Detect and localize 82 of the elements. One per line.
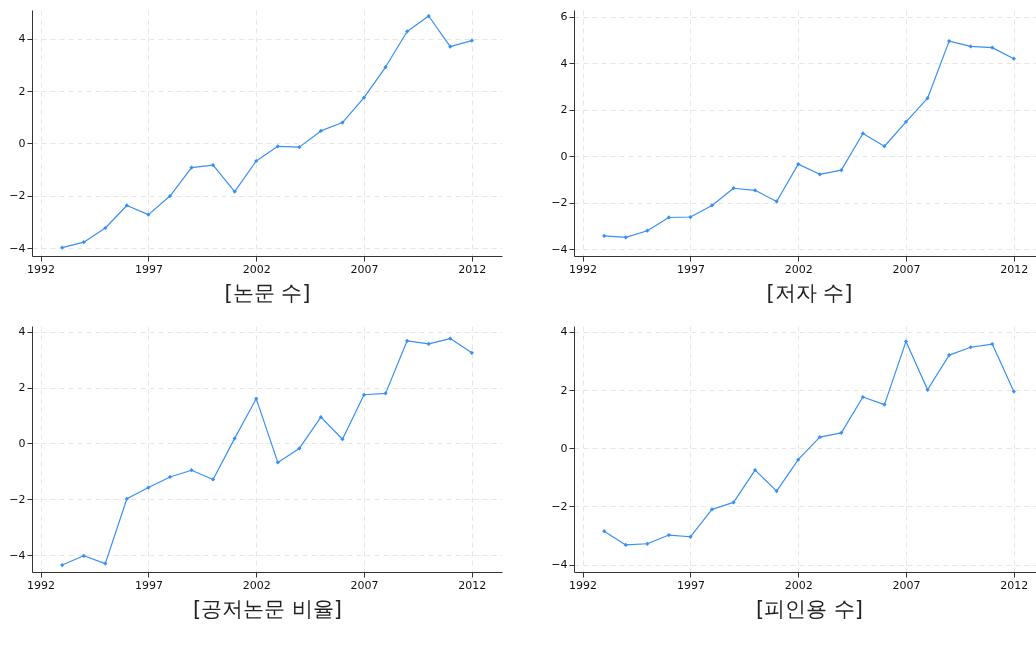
x-axis-title: [논문 수]	[224, 280, 311, 305]
y-tick-label: −2	[9, 492, 26, 506]
point	[232, 436, 237, 441]
y-tick-label: 4	[560, 325, 568, 339]
point	[882, 402, 887, 407]
y-tick-label: −4	[551, 558, 568, 572]
point	[81, 553, 86, 558]
point	[210, 163, 216, 168]
point	[146, 212, 151, 217]
point	[968, 44, 973, 49]
point	[103, 561, 108, 566]
point	[645, 541, 650, 546]
x-tick-label: 2002	[784, 262, 813, 276]
point	[752, 467, 758, 473]
y-tick-label: −2	[9, 189, 26, 203]
x-tick-label: 2012	[1000, 578, 1029, 592]
x-axis-title: [공저논문 비율]	[192, 596, 343, 621]
point	[405, 338, 410, 343]
y-tick-label: 0	[560, 149, 568, 163]
x-tick-label: 1992	[27, 262, 56, 276]
point	[383, 391, 388, 396]
point	[817, 435, 822, 440]
y-tick-label: 0	[18, 136, 26, 150]
x-tick-label: 1992	[27, 578, 56, 592]
point	[602, 529, 607, 534]
point	[232, 189, 237, 194]
y-tick-label: 0	[560, 441, 568, 455]
x-tick-label: 2002	[784, 578, 813, 592]
point	[448, 44, 453, 49]
point	[731, 500, 736, 505]
x-tick-label: 1997	[676, 578, 705, 592]
x-axis-title: [저자 수]	[766, 280, 853, 305]
y-tick-label: −4	[9, 548, 26, 562]
x-tick-label: 2012	[1000, 262, 1029, 276]
point	[947, 352, 952, 358]
x-tick-label: 1997	[676, 262, 705, 276]
point	[275, 144, 280, 149]
y-tick-label: 4	[18, 325, 26, 339]
y-tick-label: 2	[560, 103, 568, 117]
point	[602, 233, 607, 238]
point	[124, 496, 129, 501]
x-tick-label: 2002	[242, 578, 271, 592]
point	[817, 172, 822, 177]
y-tick-label: 6	[560, 10, 568, 24]
point	[340, 120, 345, 125]
y-tick-label: −4	[9, 241, 26, 255]
point	[318, 128, 324, 134]
point	[469, 350, 474, 355]
x-tick-label: 2012	[458, 262, 487, 276]
point	[1011, 56, 1016, 61]
point	[645, 228, 650, 233]
y-tick-label: 0	[18, 436, 26, 450]
point	[167, 474, 173, 480]
x-tick-label: 2007	[350, 578, 379, 592]
point	[167, 193, 173, 199]
y-tick-label: −4	[551, 242, 568, 256]
point	[860, 394, 866, 400]
x-tick-label: 2002	[242, 262, 271, 276]
y-tick-label: 4	[560, 56, 568, 70]
point	[254, 396, 259, 401]
point	[968, 345, 973, 350]
x-tick-label: 1992	[569, 262, 598, 276]
point	[189, 165, 194, 170]
y-tick-label: −2	[551, 196, 568, 210]
x-tick-label: 1997	[134, 262, 163, 276]
y-tick-label: 2	[560, 383, 568, 397]
point	[297, 446, 302, 451]
point	[774, 199, 779, 204]
y-tick-label: −2	[551, 500, 568, 513]
y-tick-label: 2	[18, 84, 26, 98]
point	[146, 485, 151, 490]
x-tick-label: 2007	[892, 262, 921, 276]
x-tick-label: 1997	[134, 578, 163, 592]
x-axis-title: [피인용 수]	[755, 596, 864, 621]
x-tick-label: 2007	[892, 578, 921, 592]
point	[318, 415, 324, 420]
x-tick-label: 2012	[458, 578, 487, 592]
y-tick-label: 4	[18, 32, 26, 46]
x-tick-label: 1992	[569, 578, 598, 592]
point	[947, 38, 952, 44]
y-tick-label: 2	[18, 381, 26, 394]
x-tick-label: 2007	[350, 262, 379, 276]
